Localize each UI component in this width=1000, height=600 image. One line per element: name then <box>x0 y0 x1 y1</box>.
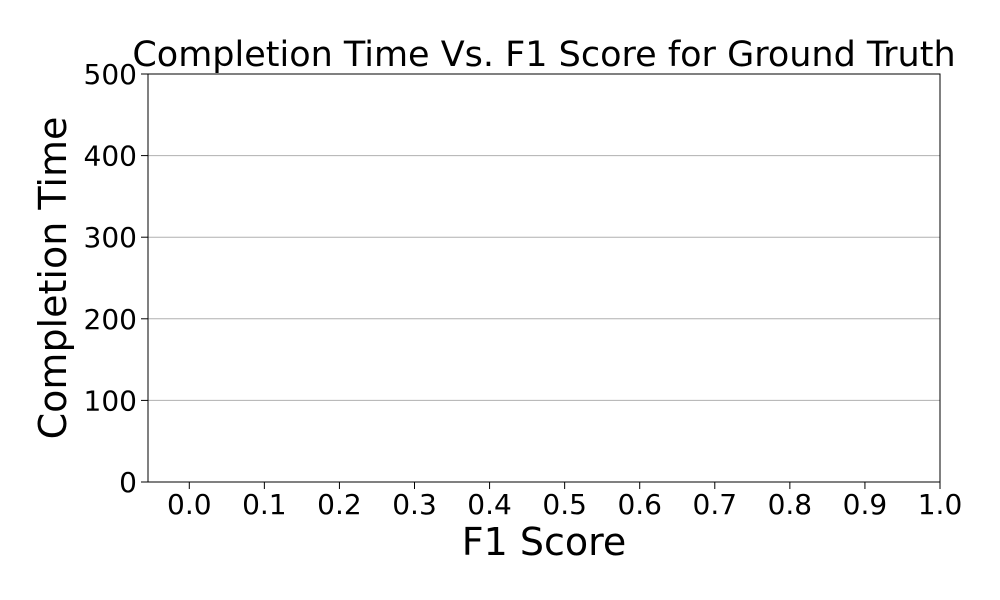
x-axis: 0.0 0.1 0.2 0.3 0.4 0.5 0.6 0.7 0.8 0.9 1.0 <box>167 482 962 521</box>
plot-frame <box>147 73 941 483</box>
y-tick-label: 0 <box>119 466 137 499</box>
x-tick-label: 0.1 <box>242 488 287 521</box>
x-tick-label: 0.4 <box>467 488 512 521</box>
y-tick-label: 100 <box>84 384 137 417</box>
y-axis: 0 100 200 300 400 500 <box>84 58 148 499</box>
x-tick-label: 0.7 <box>693 488 738 521</box>
x-tick-label: 0.6 <box>617 488 662 521</box>
y-tick-label: 500 <box>84 58 137 91</box>
x-tick-label: 0.2 <box>317 488 362 521</box>
chart-title: Completion Time Vs. F1 Score for Ground … <box>132 35 955 75</box>
x-axis-label: F1 Score <box>462 520 627 564</box>
x-tick-label: 0.9 <box>843 488 888 521</box>
x-tick-label: 0.5 <box>542 488 587 521</box>
x-tick-label: 0.3 <box>392 488 437 521</box>
x-tick-label: 1.0 <box>918 488 963 521</box>
x-tick-label: 0.8 <box>768 488 813 521</box>
y-tick-label: 200 <box>84 303 137 336</box>
y-tick-label: 300 <box>84 221 137 254</box>
grid-layer <box>148 155 940 401</box>
y-axis-label: Completion Time <box>31 117 75 440</box>
y-tick-label: 400 <box>84 140 137 173</box>
x-tick-label: 0.0 <box>167 488 212 521</box>
